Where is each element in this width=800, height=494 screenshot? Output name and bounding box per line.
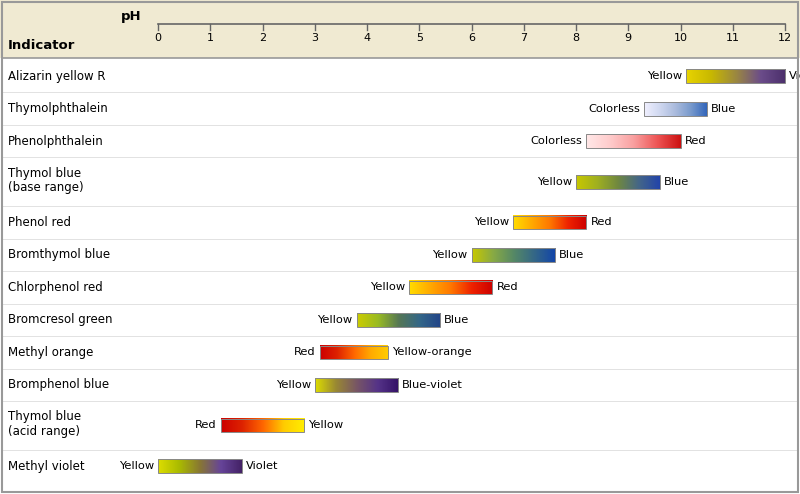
- Text: 5: 5: [416, 34, 422, 43]
- Text: (base range): (base range): [8, 181, 84, 194]
- Bar: [514, 215, 586, 229]
- Text: Red: Red: [590, 217, 612, 227]
- Text: 8: 8: [573, 34, 579, 43]
- Bar: [158, 459, 242, 473]
- Text: 12: 12: [778, 34, 792, 43]
- Text: Yellow: Yellow: [432, 250, 467, 260]
- Text: Red: Red: [294, 347, 316, 357]
- Bar: [320, 345, 388, 359]
- Bar: [686, 70, 785, 83]
- Text: Red: Red: [195, 420, 217, 430]
- Text: Thymol blue: Thymol blue: [8, 166, 81, 179]
- Text: 6: 6: [468, 34, 475, 43]
- Text: 10: 10: [674, 34, 687, 43]
- Bar: [471, 248, 555, 262]
- Text: 1: 1: [206, 34, 214, 43]
- Text: Violet: Violet: [789, 71, 800, 81]
- Text: Colorless: Colorless: [588, 104, 640, 114]
- Bar: [357, 313, 440, 327]
- Text: 4: 4: [363, 34, 370, 43]
- Text: Yellow-orange: Yellow-orange: [392, 347, 471, 357]
- Text: Red: Red: [496, 283, 518, 292]
- Text: Methyl violet: Methyl violet: [8, 459, 85, 473]
- Text: 7: 7: [520, 34, 527, 43]
- Text: Yellow: Yellow: [474, 217, 510, 227]
- Text: Blue: Blue: [710, 104, 736, 114]
- Text: Yellow: Yellow: [308, 420, 343, 430]
- Text: Phenolphthalein: Phenolphthalein: [8, 135, 104, 148]
- Bar: [409, 281, 492, 294]
- Text: Thymolphthalein: Thymolphthalein: [8, 102, 108, 115]
- Text: pH: pH: [122, 10, 142, 23]
- Text: Methyl orange: Methyl orange: [8, 346, 94, 359]
- Text: 2: 2: [259, 34, 266, 43]
- Text: Red: Red: [685, 136, 706, 146]
- Text: Yellow: Yellow: [537, 177, 572, 187]
- Text: 11: 11: [726, 34, 740, 43]
- Text: (acid range): (acid range): [8, 425, 80, 438]
- Text: Blue: Blue: [444, 315, 470, 325]
- Text: Yellow: Yellow: [370, 283, 405, 292]
- Text: 9: 9: [625, 34, 632, 43]
- Bar: [0, 0, 800, 58]
- Text: Blue: Blue: [559, 250, 584, 260]
- Bar: [0, 58, 800, 494]
- Text: 3: 3: [311, 34, 318, 43]
- Text: Yellow: Yellow: [318, 315, 353, 325]
- Bar: [586, 134, 681, 148]
- Text: Bromcresol green: Bromcresol green: [8, 313, 113, 327]
- Bar: [644, 102, 706, 116]
- Bar: [221, 418, 304, 432]
- Bar: [576, 175, 659, 189]
- Text: Bromthymol blue: Bromthymol blue: [8, 248, 110, 261]
- Text: Thymol blue: Thymol blue: [8, 410, 81, 423]
- Text: Alizarin yellow R: Alizarin yellow R: [8, 70, 106, 82]
- Text: Yellow: Yellow: [276, 380, 310, 390]
- Text: Indicator: Indicator: [8, 40, 75, 52]
- Text: Bromphenol blue: Bromphenol blue: [8, 378, 109, 391]
- Text: Violet: Violet: [246, 461, 278, 471]
- Text: Blue: Blue: [663, 177, 689, 187]
- Text: 0: 0: [154, 34, 162, 43]
- Text: Phenol red: Phenol red: [8, 216, 71, 229]
- Bar: [314, 378, 398, 392]
- Text: Colorless: Colorless: [530, 136, 582, 146]
- Text: Yellow: Yellow: [646, 71, 682, 81]
- Text: Chlorphenol red: Chlorphenol red: [8, 281, 102, 294]
- Text: Yellow: Yellow: [119, 461, 154, 471]
- Text: Blue-violet: Blue-violet: [402, 380, 463, 390]
